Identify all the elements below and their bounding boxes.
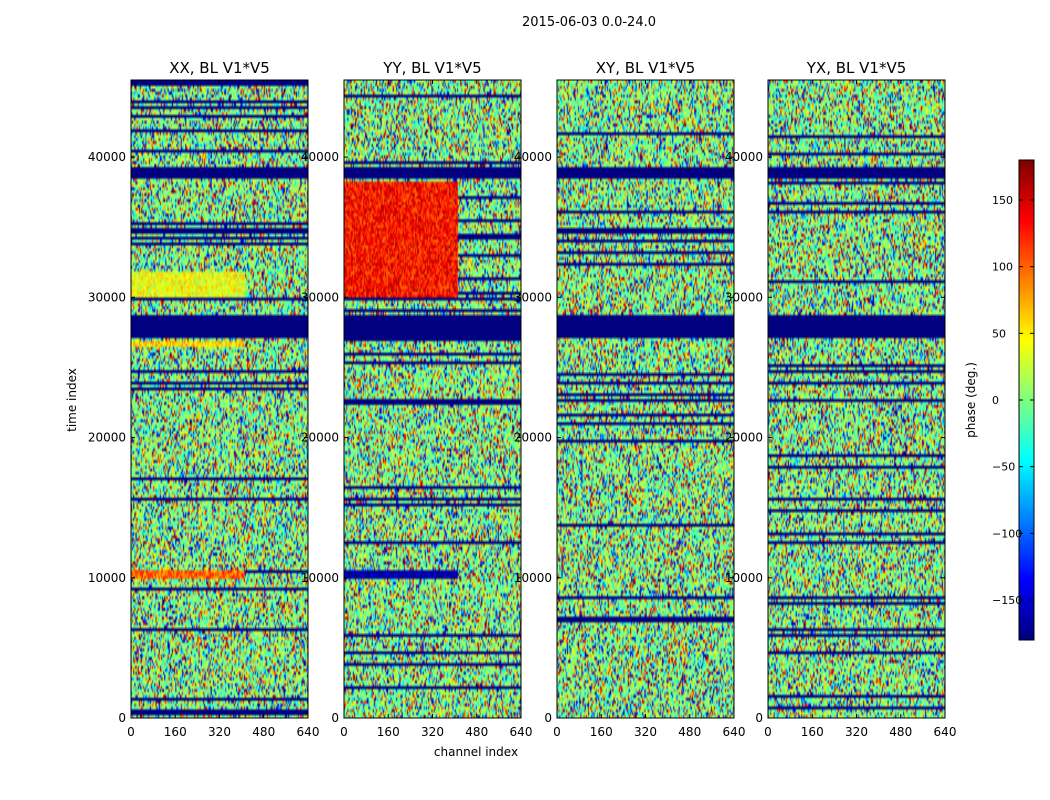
x-tick-label: 0 (553, 725, 561, 739)
heatmap-image-4 (768, 80, 945, 718)
y-tick-label: 10000 (301, 571, 339, 585)
y-tick-label: 20000 (725, 431, 763, 445)
x-tick-label: 160 (164, 725, 187, 739)
x-tick-label: 160 (377, 725, 400, 739)
figure-suptitle: 2015-06-03 0.0-24.0 (522, 15, 656, 30)
y-tick-label: 0 (544, 711, 552, 725)
x-tick-label: 320 (634, 725, 657, 739)
x-tick-label: 480 (889, 725, 912, 739)
colorbar-tick-label: 50 (992, 327, 1006, 340)
x-tick-label: 0 (340, 725, 348, 739)
colorbar: 150 100 50 0 −50 −100 −150 (992, 159, 1035, 641)
colorbar-label: phase (deg.) (964, 362, 978, 438)
x-tick-label: 320 (845, 725, 868, 739)
x-tick-label: 640 (934, 725, 957, 739)
y-tick-label: 40000 (725, 150, 763, 164)
x-tick-label: 160 (590, 725, 613, 739)
colorbar-gradient (1019, 160, 1034, 640)
panel-title: YX, BL V1*V5 (806, 59, 907, 77)
panel-4: YX, BL V1*V5 0 160 320 480 640 0 10000 20000 3000… (725, 59, 957, 739)
panel-title: XY, BL V1*V5 (596, 59, 696, 77)
y-tick-label: 20000 (88, 431, 126, 445)
y-tick-label: 10000 (725, 571, 763, 585)
heatmap-image-2 (344, 80, 521, 718)
x-tick-label: 160 (801, 725, 824, 739)
x-tick-label: 320 (208, 725, 231, 739)
y-axis-label: time index (65, 368, 79, 432)
y-tick-label: 0 (755, 711, 763, 725)
y-tick-label: 30000 (88, 290, 126, 304)
y-tick-label: 10000 (514, 571, 552, 585)
y-tick-label: 30000 (514, 290, 552, 304)
colorbar-tick-label: 0 (992, 394, 999, 407)
y-tick-label: 40000 (88, 150, 126, 164)
x-tick-label: 480 (465, 725, 488, 739)
panel-1: XX, BL V1*V5 0 160 320 480 640 0 10000 20000 3000… (88, 59, 320, 739)
x-tick-label: 0 (764, 725, 772, 739)
y-tick-label: 20000 (514, 431, 552, 445)
colorbar-tick-label: −50 (992, 461, 1015, 474)
y-tick-label: 40000 (301, 150, 339, 164)
x-tick-label: 320 (421, 725, 444, 739)
colorbar-tick-label: −150 (992, 594, 1022, 607)
y-tick-label: 40000 (514, 150, 552, 164)
panel-2: YY, BL V1*V5 0 160 320 480 640 0 10000 20000 3000… (301, 59, 533, 739)
y-tick-label: 30000 (725, 290, 763, 304)
panel-title: YY, BL V1*V5 (382, 59, 481, 77)
x-tick-label: 480 (678, 725, 701, 739)
y-tick-label: 0 (331, 711, 339, 725)
shared-x-axis-label: channel index (434, 745, 518, 759)
y-tick-label: 30000 (301, 290, 339, 304)
heatmap-image-1 (131, 80, 308, 718)
y-tick-label: 20000 (301, 431, 339, 445)
x-tick-label: 480 (252, 725, 275, 739)
x-tick-label: 0 (127, 725, 135, 739)
panel-title: XX, BL V1*V5 (169, 59, 270, 77)
colorbar-tick-label: −100 (992, 527, 1022, 540)
x-tick-label: 640 (723, 725, 746, 739)
y-tick-label: 0 (118, 711, 126, 725)
x-tick-label: 640 (510, 725, 533, 739)
heatmap-image-3 (557, 80, 734, 718)
panel-3: XY, BL V1*V5 0 160 320 480 640 0 10000 20000 3000… (514, 59, 746, 739)
x-tick-label: 640 (297, 725, 320, 739)
colorbar-tick-label: 100 (992, 261, 1013, 274)
y-tick-label: 10000 (88, 571, 126, 585)
panels-group: XX, BL V1*V5 0 160 320 480 640 0 10000 20000 3000… (88, 59, 957, 739)
colorbar-tick-label: 150 (992, 194, 1013, 207)
